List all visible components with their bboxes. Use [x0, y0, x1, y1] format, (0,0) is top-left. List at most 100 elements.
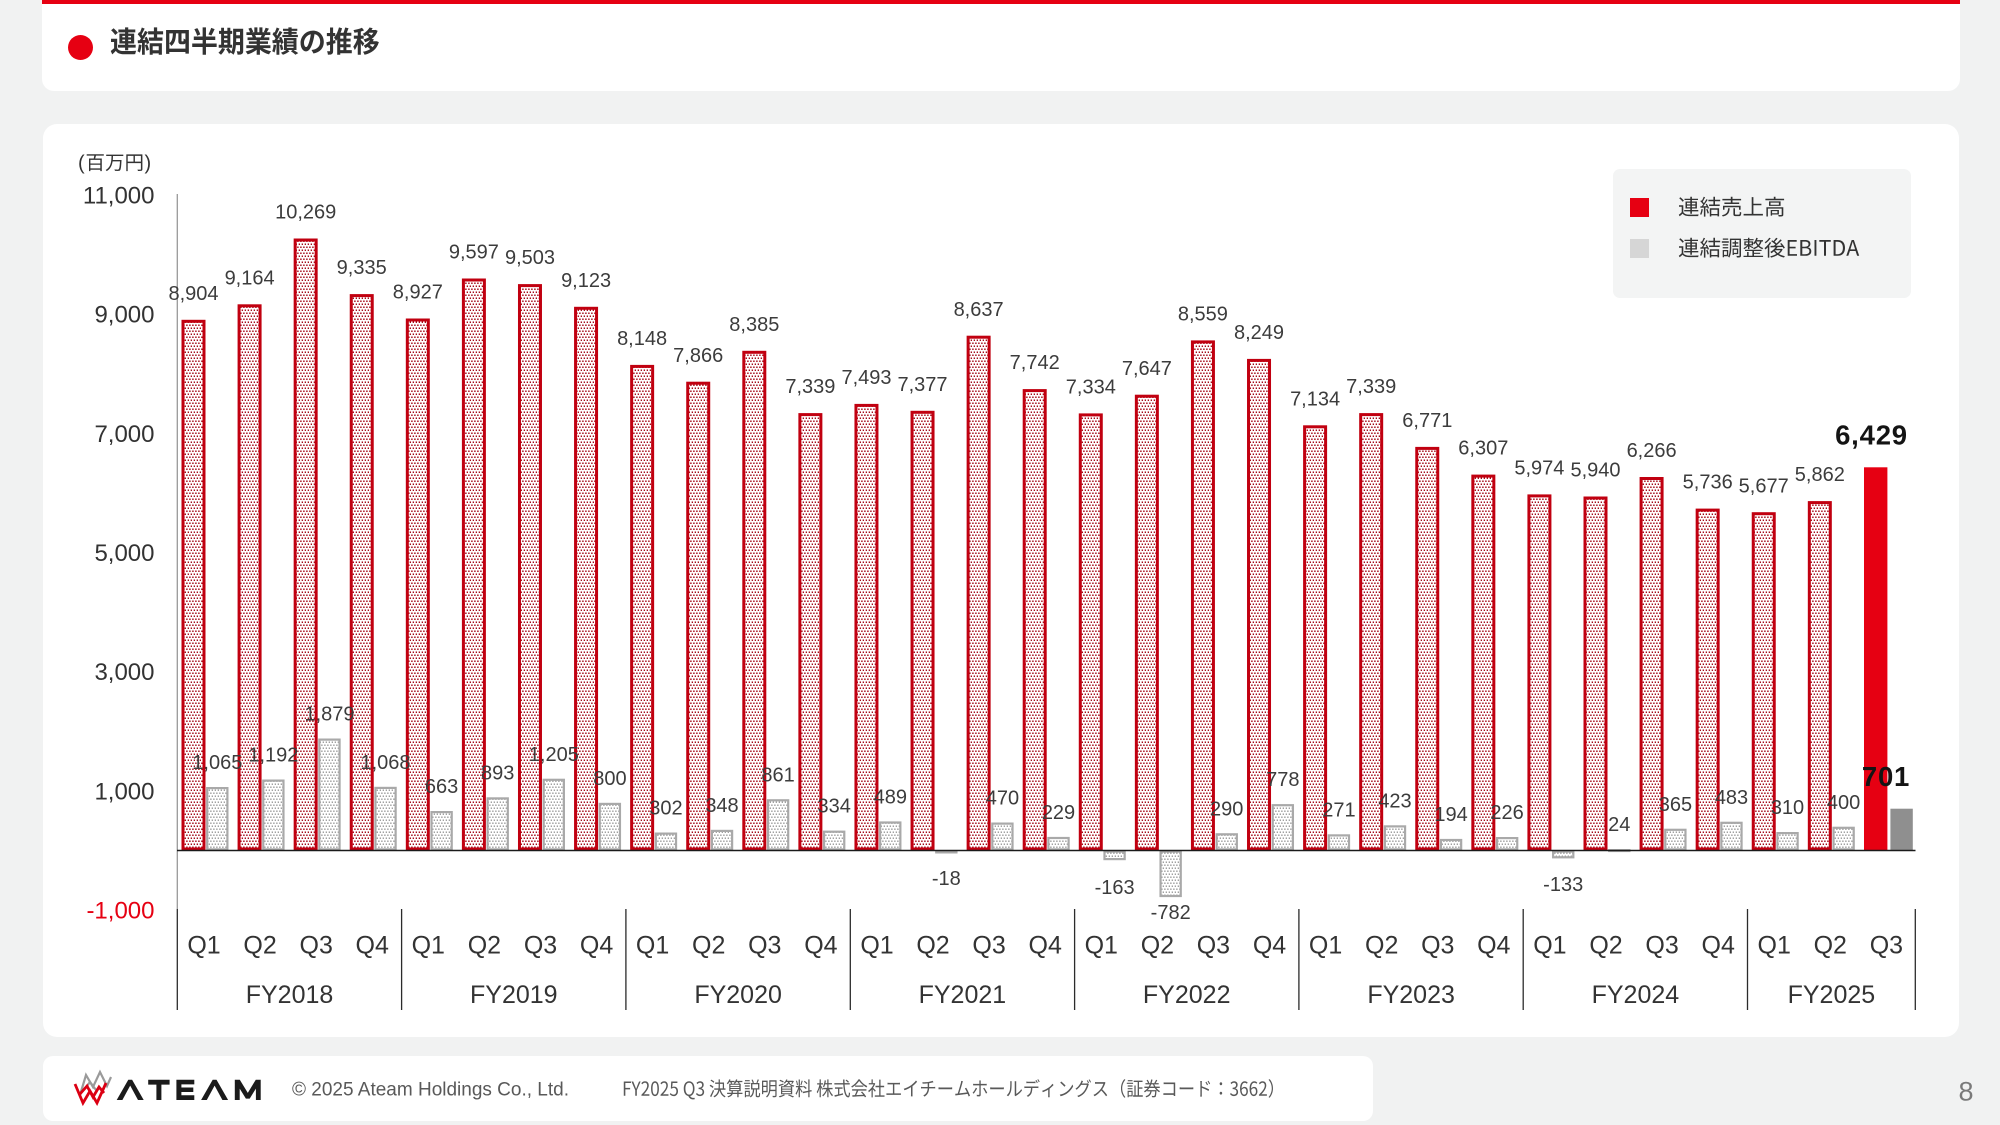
- svg-text:5,677: 5,677: [1739, 475, 1789, 497]
- svg-text:7,000: 7,000: [94, 421, 154, 448]
- svg-text:9,335: 9,335: [337, 257, 387, 279]
- svg-text:8,904: 8,904: [168, 283, 218, 305]
- svg-text:FY2025: FY2025: [1788, 981, 1876, 1009]
- svg-text:Q1: Q1: [1309, 931, 1342, 959]
- svg-text:Q3: Q3: [1197, 931, 1230, 959]
- svg-text:334: 334: [818, 796, 851, 818]
- svg-text:Q2: Q2: [243, 931, 276, 959]
- svg-text:Q1: Q1: [187, 931, 220, 959]
- svg-text:Q3: Q3: [748, 931, 781, 959]
- svg-text:1,068: 1,068: [360, 752, 410, 774]
- svg-text:8,148: 8,148: [617, 328, 667, 350]
- svg-text:5,000: 5,000: [94, 540, 154, 567]
- svg-text:1,205: 1,205: [529, 744, 579, 766]
- svg-text:10,269: 10,269: [275, 202, 336, 224]
- svg-text:Q4: Q4: [1253, 931, 1286, 959]
- svg-text:FY2021: FY2021: [919, 981, 1007, 1009]
- svg-text:FY2019: FY2019: [470, 981, 558, 1009]
- svg-text:8,385: 8,385: [729, 314, 779, 336]
- svg-text:302: 302: [649, 798, 682, 820]
- svg-text:FY2018: FY2018: [246, 981, 334, 1009]
- svg-text:7,647: 7,647: [1122, 358, 1172, 380]
- svg-text:Q1: Q1: [1085, 931, 1118, 959]
- svg-text:-163: -163: [1095, 877, 1135, 899]
- svg-text:7,134: 7,134: [1290, 388, 1340, 410]
- svg-text:7,339: 7,339: [785, 376, 835, 398]
- svg-text:24: 24: [1608, 814, 1630, 836]
- svg-text:1,065: 1,065: [192, 752, 242, 774]
- svg-text:Q3: Q3: [524, 931, 557, 959]
- svg-text:5,862: 5,862: [1795, 464, 1845, 486]
- svg-text:FY2020: FY2020: [694, 981, 782, 1009]
- svg-text:8,559: 8,559: [1178, 304, 1228, 326]
- svg-text:271: 271: [1322, 799, 1355, 821]
- svg-text:7,334: 7,334: [1066, 377, 1116, 399]
- svg-text:6,429: 6,429: [1835, 420, 1908, 451]
- svg-text:3,000: 3,000: [94, 659, 154, 686]
- svg-text:7,377: 7,377: [897, 374, 947, 396]
- svg-text:5,974: 5,974: [1514, 458, 1564, 480]
- svg-text:861: 861: [761, 764, 794, 786]
- svg-text:9,123: 9,123: [561, 270, 611, 292]
- svg-text:Q4: Q4: [1029, 931, 1062, 959]
- svg-text:400: 400: [1827, 792, 1860, 814]
- svg-text:701: 701: [1862, 761, 1910, 792]
- svg-text:Q2: Q2: [916, 931, 949, 959]
- svg-text:Q4: Q4: [1477, 931, 1510, 959]
- svg-text:(: (: [78, 153, 85, 175]
- svg-text:Q2: Q2: [1589, 931, 1622, 959]
- svg-text:1,879: 1,879: [304, 704, 354, 726]
- svg-text:5,940: 5,940: [1570, 460, 1620, 482]
- svg-text:Q1: Q1: [1533, 931, 1566, 959]
- svg-text:9,000: 9,000: [94, 302, 154, 329]
- svg-text:-18: -18: [932, 868, 961, 890]
- svg-text:7,866: 7,866: [673, 345, 723, 367]
- svg-text:9,503: 9,503: [505, 247, 555, 269]
- svg-text:194: 194: [1434, 804, 1467, 826]
- svg-text:Q2: Q2: [1141, 931, 1174, 959]
- svg-text:Q3: Q3: [300, 931, 333, 959]
- svg-text:6,266: 6,266: [1627, 440, 1677, 462]
- svg-text:-782: -782: [1151, 902, 1191, 924]
- svg-text:8,927: 8,927: [393, 282, 443, 304]
- svg-text:Q2: Q2: [692, 931, 725, 959]
- svg-text:Q3: Q3: [1870, 931, 1903, 959]
- svg-text:Q3: Q3: [1645, 931, 1678, 959]
- svg-text:310: 310: [1771, 797, 1804, 819]
- svg-text:Q4: Q4: [1702, 931, 1735, 959]
- svg-text:11,000: 11,000: [83, 182, 155, 209]
- svg-text:Q1: Q1: [412, 931, 445, 959]
- svg-text:226: 226: [1490, 802, 1523, 824]
- svg-text:Q1: Q1: [636, 931, 669, 959]
- svg-text:Q4: Q4: [804, 931, 837, 959]
- svg-text:7,742: 7,742: [1010, 352, 1060, 374]
- svg-text:): ): [145, 153, 152, 175]
- svg-text:Q2: Q2: [1814, 931, 1847, 959]
- svg-text:7,493: 7,493: [841, 367, 891, 389]
- svg-text:1,192: 1,192: [248, 745, 298, 767]
- svg-text:470: 470: [986, 788, 1019, 810]
- svg-text:Q3: Q3: [972, 931, 1005, 959]
- svg-text:6,771: 6,771: [1402, 410, 1452, 432]
- svg-text:663: 663: [425, 776, 458, 798]
- svg-text:800: 800: [593, 768, 626, 790]
- svg-text:-133: -133: [1543, 874, 1583, 896]
- svg-text:Q4: Q4: [356, 931, 389, 959]
- svg-text:6,307: 6,307: [1458, 438, 1508, 460]
- svg-text:229: 229: [1042, 802, 1075, 824]
- svg-text:Q4: Q4: [580, 931, 613, 959]
- svg-text:© 2025 Ateam Holdings Co., Ltd: © 2025 Ateam Holdings Co., Ltd.: [292, 1080, 569, 1101]
- svg-text:Q2: Q2: [468, 931, 501, 959]
- svg-text:8,249: 8,249: [1234, 322, 1284, 344]
- svg-text:483: 483: [1715, 787, 1748, 809]
- svg-text:423: 423: [1378, 790, 1411, 812]
- svg-text:8: 8: [1958, 1077, 1973, 1107]
- svg-text:-1,000: -1,000: [86, 898, 154, 925]
- svg-text:489: 489: [874, 787, 907, 809]
- svg-text:Q1: Q1: [860, 931, 893, 959]
- svg-text:FY2023: FY2023: [1367, 981, 1455, 1009]
- svg-text:9,164: 9,164: [225, 267, 275, 289]
- svg-text:778: 778: [1266, 769, 1299, 791]
- svg-text:7,339: 7,339: [1346, 376, 1396, 398]
- svg-text:FY2022: FY2022: [1143, 981, 1231, 1009]
